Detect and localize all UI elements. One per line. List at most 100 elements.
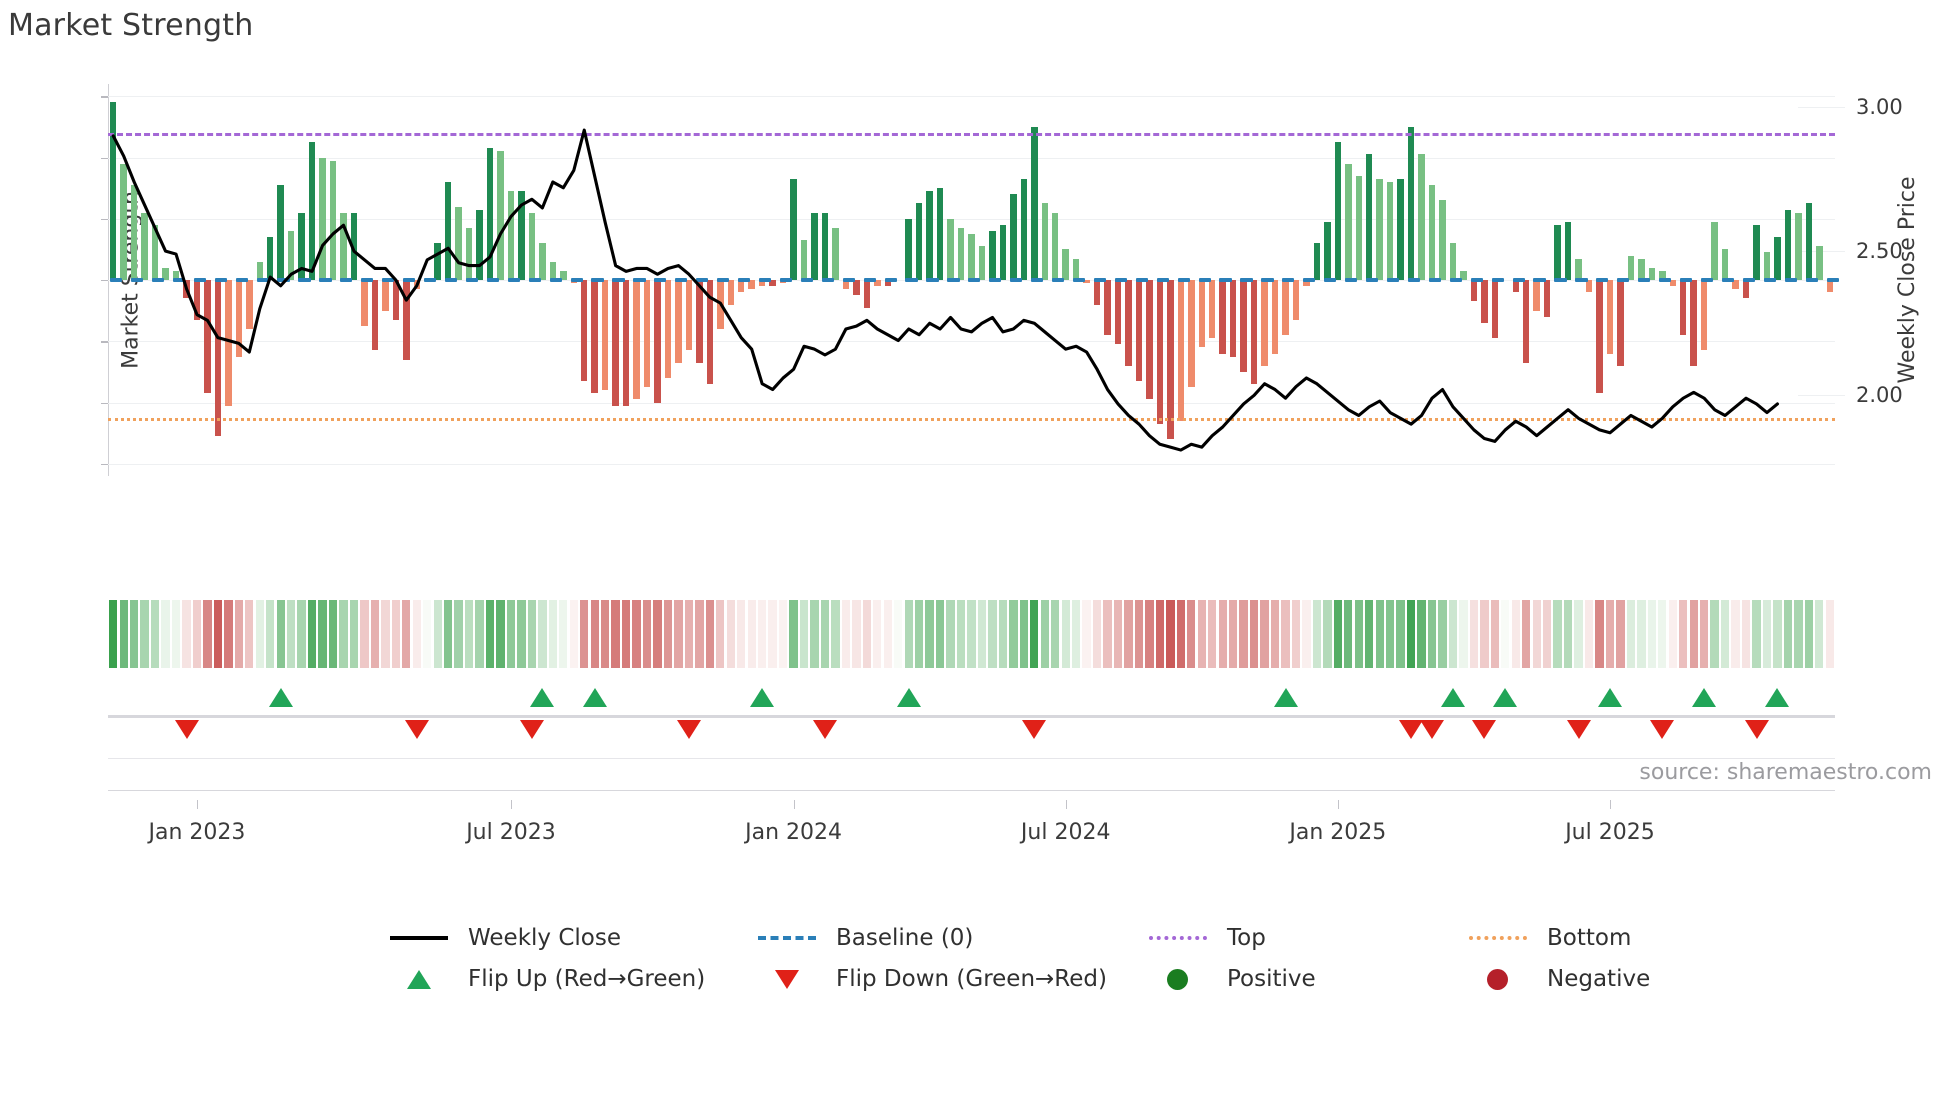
strength-bar [1031, 126, 1038, 280]
heatmap-cell [1281, 600, 1290, 668]
baseline-segment [1093, 278, 1107, 282]
heatmap-cell [443, 600, 453, 668]
x-tick-mark [793, 800, 795, 809]
baseline-segment [549, 278, 562, 282]
baseline-segment [1114, 278, 1128, 282]
strength-bar [1418, 154, 1425, 280]
strength-bar [633, 280, 640, 400]
baseline-segment [1826, 278, 1839, 282]
strength-bar [1313, 243, 1321, 280]
strength-bar [1020, 178, 1028, 280]
heatmap-cell [799, 600, 809, 668]
legend-item-negative[interactable]: Negative [1461, 966, 1650, 992]
legend-item-flip-down[interactable]: Flip Down (Green→Red) [750, 966, 1107, 992]
baseline-segment [1428, 278, 1442, 282]
strength-bar [308, 142, 316, 280]
strength-bar [1334, 142, 1342, 280]
heatmap-cell [1344, 600, 1353, 668]
heatmap-cell [1605, 600, 1615, 668]
heatmap-cell [1459, 600, 1468, 668]
heatmap-cell [1124, 600, 1133, 668]
strength-bar [1564, 221, 1572, 280]
strength-bar [1627, 255, 1635, 280]
flip-down-marker [1420, 720, 1445, 739]
heatmap-cell [339, 600, 348, 668]
baseline-segment [109, 278, 123, 282]
strength-bar [1240, 280, 1247, 372]
heatmap-cell [852, 600, 861, 668]
baseline-segment [989, 278, 1002, 282]
heatmap-cell [1082, 600, 1091, 668]
baseline-segment [968, 278, 981, 282]
legend-item-baseline[interactable]: Baseline (0) [750, 925, 973, 951]
heatmap-cell [988, 600, 997, 668]
heatmap-cell [956, 600, 966, 668]
chart-title: Market Strength [8, 8, 254, 43]
heatmap-cell [663, 600, 673, 668]
heatmap-cell [1427, 600, 1437, 668]
strength-bar [842, 280, 850, 290]
heatmap-cell [286, 600, 296, 668]
heatmap-cell [1323, 600, 1332, 668]
legend-item-weekly-close[interactable]: Weekly Close [382, 925, 621, 951]
heatmap-cell [1658, 600, 1667, 668]
heatmap-cell [1637, 600, 1646, 668]
x-axis-line [108, 790, 1835, 791]
strength-bar [193, 280, 201, 320]
strength-bar [654, 280, 661, 403]
heatmap-cell [716, 600, 725, 668]
baseline-segment [1282, 278, 1295, 282]
strength-bar [1617, 280, 1624, 366]
flip-down-marker [1650, 720, 1675, 739]
heatmap-cell [1626, 600, 1636, 668]
heatmap-cell [1616, 600, 1625, 668]
heatmap-cell [1030, 600, 1039, 668]
legend-item-flip-up[interactable]: Flip Up (Red→Green) [382, 966, 705, 992]
heatmap-cell [109, 600, 118, 668]
heatmap-cell [632, 600, 641, 668]
flip-up-marker [582, 688, 607, 707]
strength-bar [957, 227, 965, 280]
strength-bar [727, 280, 734, 305]
baseline-segment [151, 278, 165, 282]
baseline-segment [528, 278, 541, 282]
right-tick-mark [1798, 395, 1845, 397]
strength-bar [863, 280, 871, 308]
heatmap-cell [245, 600, 254, 668]
heatmap-cell [1825, 600, 1834, 668]
heatmap-cell [496, 600, 505, 668]
heatmap-cell [935, 600, 945, 668]
baseline-segment [193, 278, 206, 282]
flip-up-marker [896, 688, 921, 707]
strength-bar [936, 188, 944, 280]
heatmap-cell [1385, 600, 1395, 668]
baseline-segment [361, 278, 374, 282]
strength-bar [1167, 280, 1174, 440]
strength-bar [1135, 280, 1143, 382]
legend-item-top[interactable]: Top [1141, 925, 1266, 951]
baseline-segment [1449, 278, 1462, 282]
strength-bar [225, 280, 232, 406]
baseline-segment [1135, 278, 1148, 282]
strength-bar [1093, 280, 1101, 305]
legend-item-positive[interactable]: Positive [1141, 966, 1316, 992]
heatmap-cell [1679, 600, 1688, 668]
legend-item-bottom[interactable]: Bottom [1461, 925, 1631, 951]
baseline-segment [1072, 278, 1086, 282]
heatmap-cell [580, 600, 589, 668]
heatmap-cell [1563, 600, 1573, 668]
strength-bar [706, 280, 714, 385]
baseline-segment [1512, 278, 1525, 282]
strength-bar [1669, 280, 1676, 287]
strength-bar [382, 280, 389, 311]
legend-label: Weekly Close [468, 925, 621, 951]
baseline-segment [1365, 278, 1379, 282]
strength-bar [455, 206, 462, 280]
baseline-segment [1345, 278, 1358, 282]
baseline-segment [1240, 278, 1253, 282]
baseline-segment [1700, 278, 1714, 282]
x-tick-label: Jul 2023 [466, 820, 556, 845]
strength-bar [120, 163, 127, 280]
baseline-segment [1177, 278, 1190, 282]
strength-bar [821, 212, 829, 280]
